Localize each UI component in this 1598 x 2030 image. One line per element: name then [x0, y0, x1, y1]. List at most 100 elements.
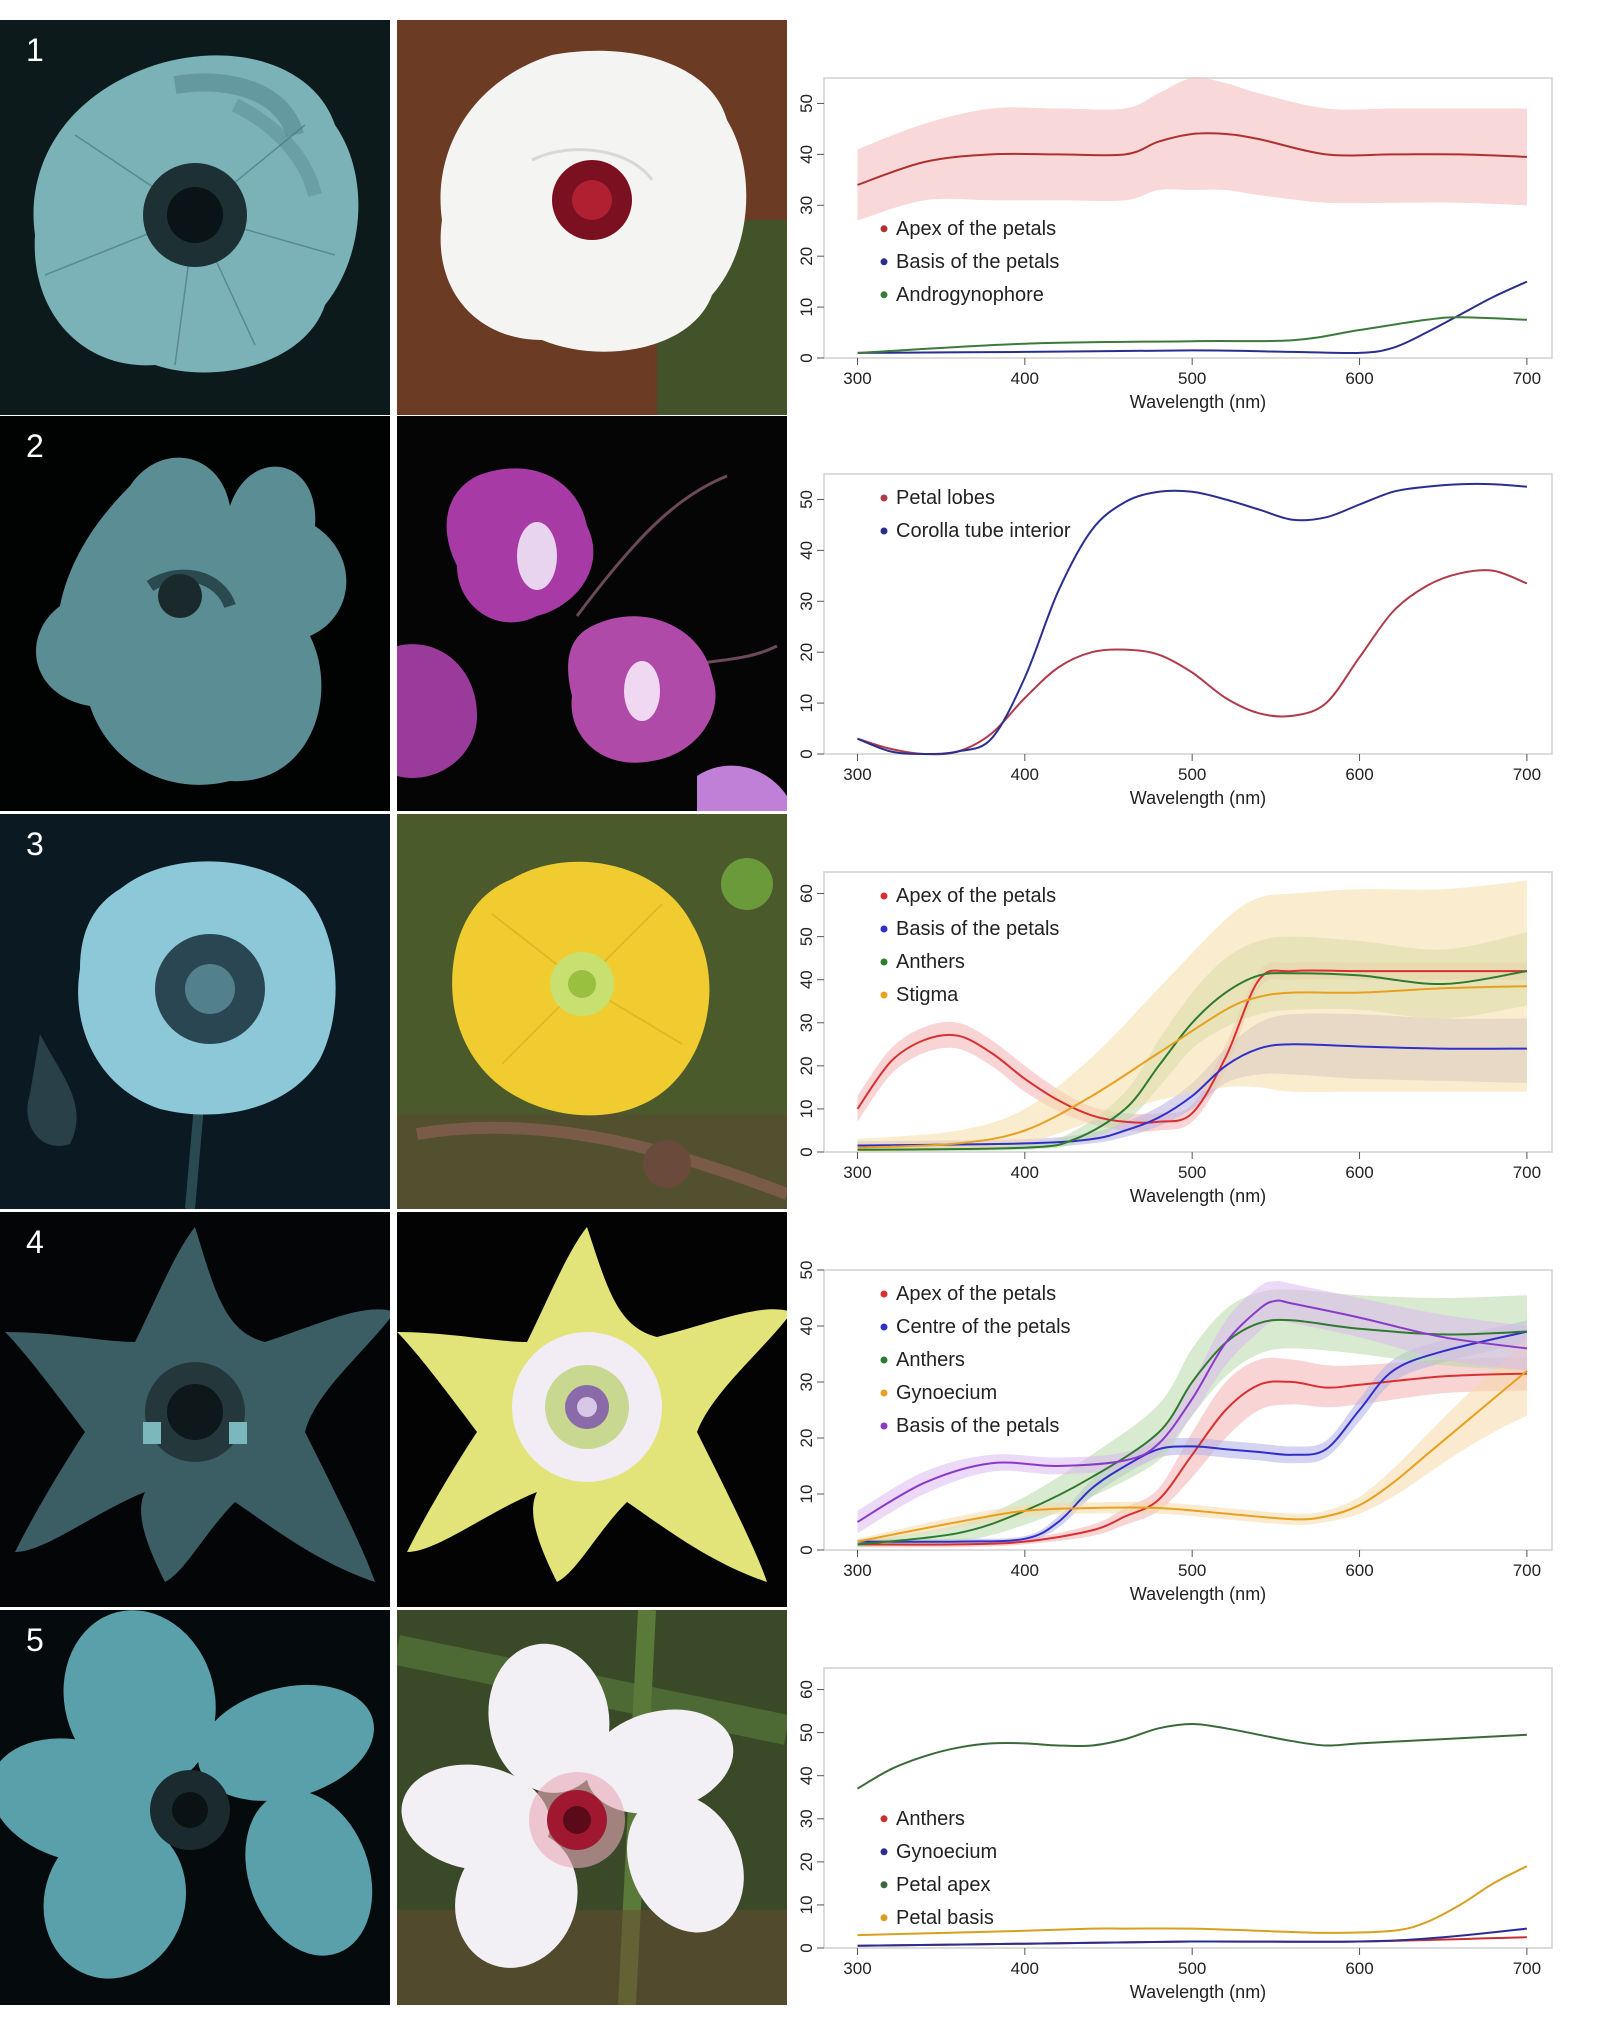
y-tick-label: 20: [797, 1056, 816, 1075]
x-tick-label: 400: [1011, 1163, 1039, 1182]
y-tick-label: 40: [797, 970, 816, 989]
spectral-chart: 300 400 500 600 700 0 10 20 30 40 50 Wavelength (nm…: [797, 1261, 1553, 1604]
series-line: [857, 970, 1528, 1151]
x-tick-label: 300: [843, 765, 871, 784]
yellow-star-flower-icon: [397, 1212, 787, 1607]
x-tick-label: 600: [1345, 765, 1373, 784]
x-axis-title: Wavelength (nm): [1130, 1186, 1266, 1206]
chart-panel-1: 300 400 500 600 700 0 10 20 30 40 50 Wavelength (nm…: [796, 20, 1598, 415]
series-line: [857, 316, 1527, 354]
legend-marker: [880, 925, 888, 933]
y-tick-label: 20: [797, 643, 816, 662]
uv-photo-3: 3: [0, 814, 390, 1209]
x-tick-label: 700: [1513, 765, 1541, 784]
y-tick-label: 30: [797, 592, 816, 611]
visible-photo-2: [397, 416, 787, 811]
series-band: [857, 880, 1527, 1152]
chart-panel-5: 300 400 500 600 700 0 10 20 30 40 50 60 Wavelength (…: [796, 1610, 1598, 2005]
plot-frame: [823, 871, 1553, 1153]
y-tick-label: 20: [797, 247, 816, 266]
x-tick-label: 600: [1345, 1959, 1373, 1978]
plot-frame: [823, 1667, 1553, 1949]
legend-label: Androgynophore: [896, 284, 1044, 306]
legend-marker: [880, 1914, 888, 1922]
panel-number: 5: [26, 1622, 44, 1658]
x-tick-label: 600: [1345, 1561, 1373, 1580]
y-tick-label: 10: [797, 298, 816, 317]
chart-panel-4: 300 400 500 600 700 0 10 20 30 40 50 Wavelength (nm…: [796, 1212, 1598, 1607]
legend-label: Basis of the petals: [896, 251, 1059, 273]
y-tick-label: 30: [797, 196, 816, 215]
legend-label: Petal lobes: [896, 487, 995, 509]
legend-label: Basis of the petals: [896, 918, 1059, 940]
legend-marker: [880, 225, 888, 233]
plot-frame: [823, 77, 1553, 359]
uv-photo-1: 1: [0, 20, 390, 415]
x-tick-label: 600: [1345, 369, 1373, 388]
uv-flower-rounded-icon: [0, 814, 390, 1209]
legend-label: Petal apex: [896, 1874, 991, 1896]
white-pink-flower-icon: [397, 1610, 787, 2005]
panel-number: 1: [26, 32, 44, 68]
spectral-chart: 300 400 500 600 700 0 10 20 30 40 50 60 Wavelength (…: [797, 871, 1553, 1206]
legend-marker: [880, 1422, 888, 1430]
legend-marker: [880, 1356, 888, 1364]
visible-photo-1: [397, 20, 787, 415]
legend-marker: [880, 494, 888, 502]
series-line: [857, 985, 1527, 1149]
y-tick-label: 20: [797, 1852, 816, 1871]
series-band: [857, 961, 1527, 1132]
y-tick-label: 40: [797, 541, 816, 560]
panel-number: 2: [26, 428, 44, 464]
x-axis-title: Wavelength (nm): [1130, 392, 1266, 412]
legend-label: Anthers: [896, 1808, 965, 1830]
legend-label: Gynoecium: [896, 1841, 997, 1863]
chart-panel-3: 300 400 500 600 700 0 10 20 30 40 50 60 Wavelength (…: [796, 814, 1598, 1209]
legend-label: Apex of the petals: [896, 218, 1056, 240]
x-tick-label: 500: [1178, 1561, 1206, 1580]
panel-row-4: 4 300 400 500 600 700 0 10 20 30 40 50 Wavelengt: [0, 1212, 1598, 1607]
y-tick-label: 30: [797, 1013, 816, 1032]
panel-row-2: 2 300 400 500 60: [0, 416, 1598, 811]
x-axis-title: Wavelength (nm): [1130, 788, 1266, 808]
x-tick-label: 700: [1513, 1163, 1541, 1182]
series-line: [856, 1722, 1527, 1790]
y-tick-label: 50: [797, 490, 816, 509]
series-line: [857, 482, 1527, 755]
y-tick-label: 0: [797, 749, 816, 758]
y-tick-label: 50: [797, 1261, 816, 1280]
x-tick-label: 400: [1011, 1959, 1039, 1978]
x-tick-label: 400: [1011, 369, 1039, 388]
y-tick-label: 10: [797, 694, 816, 713]
legend-marker: [880, 258, 888, 266]
uv-photo-2: 2: [0, 416, 390, 811]
legend-marker: [880, 1815, 888, 1823]
legend-label: Apex of the petals: [896, 885, 1056, 907]
legend-marker: [880, 1323, 888, 1331]
x-axis-title: Wavelength (nm): [1130, 1982, 1266, 2002]
x-tick-label: 700: [1513, 1959, 1541, 1978]
legend-marker: [880, 1881, 888, 1889]
uv-photo-4: 4: [0, 1212, 390, 1607]
panel-number: 4: [26, 1224, 44, 1260]
plot-frame: [823, 1269, 1553, 1551]
uv-photo-5: 5: [0, 1610, 390, 2005]
x-tick-label: 300: [843, 1561, 871, 1580]
y-tick-label: 40: [797, 1317, 816, 1336]
white-flower-dark-centre-icon: [397, 20, 787, 415]
x-tick-label: 500: [1178, 1163, 1206, 1182]
x-tick-label: 300: [843, 1959, 871, 1978]
legend-label: Basis of the petals: [896, 1415, 1059, 1437]
legend-marker: [880, 1389, 888, 1397]
legend-label: Anthers: [896, 951, 965, 973]
series-band: [857, 1337, 1527, 1545]
spectral-chart: 300 400 500 600 700 0 10 20 30 40 50 60 Wavelength (…: [797, 1667, 1553, 2002]
y-tick-label: 60: [797, 1680, 816, 1699]
series-line: [857, 569, 1528, 756]
series-line: [857, 1043, 1527, 1147]
x-tick-label: 700: [1513, 1561, 1541, 1580]
series-line: [857, 1370, 1528, 1543]
legend-label: Stigma: [896, 984, 959, 1006]
panel-number: 3: [26, 826, 44, 862]
legend-label: Gynoecium: [896, 1382, 997, 1404]
